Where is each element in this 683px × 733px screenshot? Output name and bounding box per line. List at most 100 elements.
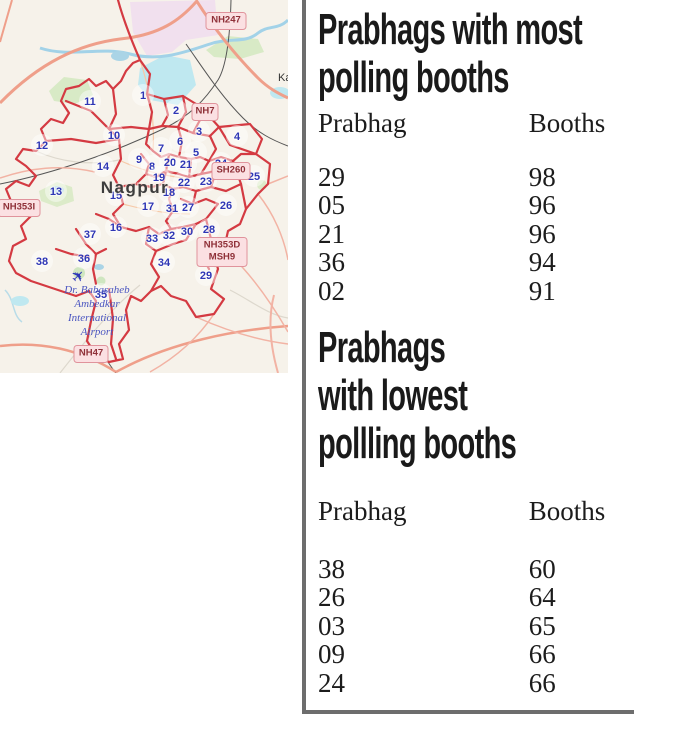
ward-number-label: 18 (163, 187, 175, 199)
ward-number-label: 27 (182, 202, 194, 214)
column-header-prabhag: Prabhag (318, 496, 407, 526)
road-shield-box (73, 345, 109, 363)
booths-cell: 66 (528, 667, 556, 698)
ward-number-halo (175, 153, 197, 175)
road-shield-box (0, 199, 41, 217)
ward-number-halo (73, 247, 95, 269)
ward-number-label: 32 (163, 230, 175, 242)
map-water (4, 18, 288, 323)
ward-number-label: 16 (110, 222, 122, 234)
ward-number-label: 1 (140, 90, 146, 102)
panel-bottom-border (302, 710, 634, 714)
ward-number-label: 20 (164, 157, 176, 169)
table-row: 26 64 (318, 582, 658, 613)
ward-number-halo (188, 120, 210, 142)
booths-cell: 96 (528, 190, 556, 221)
road-shield-text: SH260 (216, 165, 245, 176)
prabhag-cell: 02 (318, 275, 345, 306)
ward-number-halo (176, 220, 198, 242)
table-row: 38 60 (318, 554, 658, 584)
table-row: 36 94 (318, 247, 658, 278)
ward-number-label: 36 (78, 253, 90, 265)
ward-number-halo (195, 264, 217, 286)
prabhag-cell: 05 (318, 190, 345, 221)
column-header-booths: Booths (528, 108, 606, 138)
column-header-prabhag: Prabhag (318, 108, 407, 138)
ward-number-halo (141, 155, 163, 177)
ward-number-label: 17 (142, 201, 154, 213)
airport-name-label: Ambedkar (73, 298, 120, 310)
section2-title-line1: Prabhags (318, 323, 446, 372)
table-row: 29 98 (318, 163, 658, 192)
prabhag-cell: 09 (318, 639, 345, 670)
table-row: 02 91 (318, 275, 658, 306)
section2-title-line3: pollling booths (318, 419, 517, 468)
road-shield-box (196, 237, 248, 267)
ward-number-halo (31, 134, 53, 156)
section1-title: Prabhags with most polling booths (318, 5, 583, 102)
prabhag-boundaries (4, 0, 272, 364)
ward-number-halo (150, 137, 172, 159)
ward-number-halo (177, 196, 199, 218)
road-shield-nh47: NH47 (73, 345, 109, 363)
column-header-booths: Booths (528, 496, 606, 526)
map-landuse (39, 0, 267, 286)
booths-cell: 94 (528, 247, 556, 278)
ward-number-label: 33 (146, 233, 158, 245)
ward-number-halo (79, 223, 101, 245)
ward-number-label: 19 (153, 172, 165, 184)
ward-number-halo (132, 84, 154, 106)
section1-title-line1: Prabhags with most (318, 5, 583, 54)
road-shield-sh260: SH260 (211, 162, 251, 180)
ward-number-label: 5 (193, 147, 199, 159)
ward-number-label: 30 (181, 226, 193, 238)
table-row: 05 96 (318, 190, 658, 221)
booths-cell: 64 (528, 582, 556, 613)
ward-number-label: 11 (84, 96, 96, 108)
polling-booths-panel: Prabhags with most polling booths Prabha… (318, 0, 668, 714)
road-shield-text: MSH9 (209, 252, 235, 263)
section1-title-line2: polling booths (318, 53, 509, 102)
ward-number-halo (148, 166, 170, 188)
ward-number-label: 12 (36, 140, 48, 152)
section2-title-line2: with lowest (318, 371, 468, 420)
ward-number-label: 2 (173, 105, 179, 117)
road-shield-nh353i: NH353I (0, 199, 41, 217)
ward-number-halo (169, 130, 191, 152)
prabhag-cell: 26 (318, 582, 345, 613)
city-name-label: Nagpur (101, 178, 170, 197)
airport-name-label: International (67, 312, 126, 324)
section1-rows: 29 98 05 96 21 96 36 94 02 91 (318, 163, 658, 305)
ward-number-label: 29 (200, 270, 212, 282)
table-row: 03 65 (318, 611, 658, 640)
booths-cell: 96 (528, 218, 556, 249)
prabhag-cell: 21 (318, 218, 345, 249)
airport-name-label: Dr. Babasaheb (63, 284, 130, 296)
ward-number-label: 38 (36, 256, 48, 268)
ward-number-halo (45, 180, 67, 202)
ward-number-label: 4 (234, 131, 241, 143)
ward-number-halo (226, 125, 248, 147)
ward-number-label: 35 (95, 289, 107, 301)
booths-cell: 91 (528, 275, 556, 306)
section2-header: Prabhag Booths (318, 496, 658, 527)
road-shield-box (211, 162, 251, 180)
place-name-label: Ka (278, 72, 288, 84)
prabhag-cell: 38 (318, 554, 345, 584)
ward-number-halo (103, 124, 125, 146)
ward-number-halo (198, 218, 220, 240)
ward-number-halo (173, 171, 195, 193)
road-shield-text: NH247 (211, 15, 241, 26)
road-shield-nh247: NH247 (205, 12, 247, 30)
ward-number-label: 37 (84, 229, 96, 241)
ward-number-label: 9 (136, 154, 142, 166)
ward-number-halo (128, 148, 150, 170)
ward-number-label: 26 (220, 200, 232, 212)
ward-number-halo (90, 283, 112, 305)
ward-number-label: 8 (149, 161, 155, 173)
road-shield-text: NH353I (3, 202, 35, 213)
road-shield-text: NH7 (195, 106, 214, 117)
ward-number-halo (185, 141, 207, 163)
